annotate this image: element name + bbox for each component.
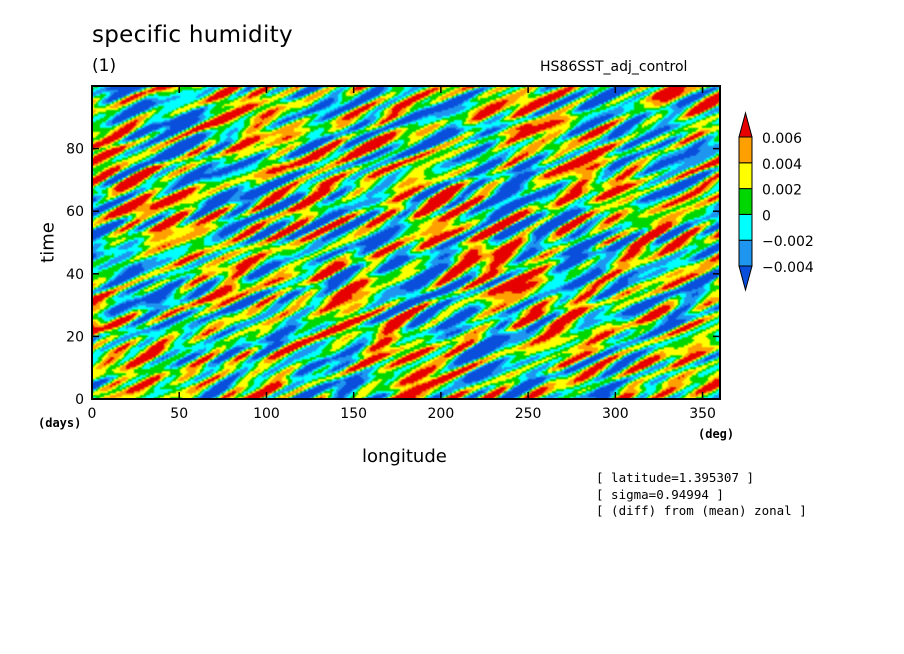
colorbar-swatch-3 bbox=[738, 188, 753, 215]
x-tick-label-350: 350 bbox=[689, 406, 716, 422]
annotation-sigma: [ sigma=0.94994 ] bbox=[596, 487, 724, 502]
x-tick-label-300: 300 bbox=[602, 406, 629, 422]
x-tick-label-100: 100 bbox=[253, 406, 280, 422]
x-axis: 0 50 100 150 200 250 300 350 bbox=[88, 86, 716, 422]
y-axis-label: time bbox=[37, 222, 59, 263]
x-tick-label-200: 200 bbox=[428, 406, 455, 422]
x-axis-label: longitude bbox=[362, 446, 447, 467]
colorbar-swatch-5 bbox=[738, 136, 753, 164]
y-tick-label-40: 40 bbox=[66, 267, 84, 283]
y-tick-label-20: 20 bbox=[66, 329, 84, 345]
colorbar-swatch-6 bbox=[738, 111, 753, 138]
annotation-latitude: [ latitude=1.395307 ] bbox=[596, 470, 755, 485]
y-axis-unit: (days) bbox=[38, 416, 82, 430]
experiment-name: HS86SST_adj_control bbox=[540, 59, 688, 75]
y-axis: 0 20 40 60 80 bbox=[66, 142, 720, 408]
annotation-diff: [ (diff) from (mean) zonal ] bbox=[596, 503, 807, 518]
colorbar-label-3: 0 bbox=[762, 208, 771, 224]
x-tick-label-250: 250 bbox=[515, 406, 542, 422]
colorbar-label-0: 0.006 bbox=[762, 131, 802, 147]
colorbar-label-5: −0.004 bbox=[762, 260, 814, 276]
plot-frame bbox=[91, 85, 721, 400]
colorbar: 0.006 0.004 0.002 0 −0.002 −0.004 bbox=[738, 111, 814, 292]
x-tick-label-150: 150 bbox=[340, 406, 367, 422]
chart-title: specific humidity bbox=[92, 22, 293, 48]
colorbar-label-1: 0.004 bbox=[762, 157, 802, 173]
y-tick-label-60: 60 bbox=[66, 204, 84, 220]
colorbar-swatch-1 bbox=[738, 239, 753, 267]
heatmap-image bbox=[92, 86, 720, 399]
x-tick-label-0: 0 bbox=[88, 406, 97, 422]
colorbar-label-4: −0.002 bbox=[762, 234, 814, 250]
colorbar-label-2: 0.002 bbox=[762, 183, 802, 199]
y-tick-label-80: 80 bbox=[66, 142, 84, 158]
x-tick-label-50: 50 bbox=[170, 406, 188, 422]
x-axis-unit: (deg) bbox=[698, 427, 735, 441]
y-tick-label-0: 0 bbox=[75, 392, 84, 408]
heatmap-field bbox=[92, 86, 720, 399]
colorbar-swatch-4 bbox=[738, 162, 753, 190]
colorbar-swatch-2 bbox=[738, 213, 753, 241]
chart-subtitle: (1) bbox=[92, 56, 117, 76]
